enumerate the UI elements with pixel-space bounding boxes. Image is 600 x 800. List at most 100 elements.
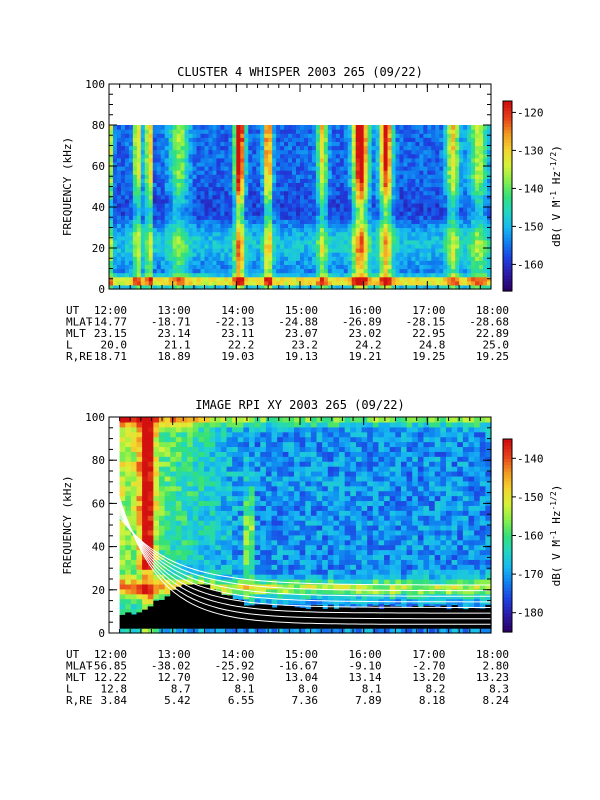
spectrogram-cell (181, 426, 188, 433)
spectrogram-cell (467, 260, 472, 265)
spectrogram-cell (130, 510, 138, 516)
spectrogram-cell (399, 174, 405, 179)
spectrogram-cell (148, 211, 154, 216)
spectrogram-cell (391, 231, 397, 237)
spectrogram-cell (128, 145, 134, 151)
spectrogram-cell (260, 215, 265, 220)
spectrogram-cell (148, 223, 154, 229)
spectrogram-cell (292, 145, 297, 151)
spectrogram-cell (164, 280, 170, 286)
spectrogram-cell (439, 182, 444, 188)
spectrogram-cell (228, 182, 233, 188)
spectrogram-cell (443, 231, 448, 237)
spectrogram-cell (395, 239, 401, 245)
spectrogram-cell (124, 141, 130, 147)
spectrogram-cell (415, 166, 420, 171)
spectrogram-cell (192, 574, 199, 580)
spectrogram-cell (148, 186, 154, 192)
spectrogram-cell (399, 145, 405, 151)
spectrogram-cell (447, 272, 452, 278)
spectrogram-cell (164, 574, 171, 580)
spectrogram-cell (415, 248, 420, 253)
spectrogram-cell (343, 239, 349, 245)
spectrogram-cell (159, 500, 166, 506)
spectrogram-cell (367, 284, 373, 290)
spectrogram-cell (152, 186, 158, 192)
spectrogram-cell (407, 284, 413, 290)
spectrogram-cell (124, 145, 130, 151)
spectrogram-cell (192, 174, 198, 179)
spectrogram-cell (164, 190, 170, 196)
spectrogram-cell (276, 211, 281, 216)
spectrogram-cell (459, 145, 464, 151)
spectrogram-cell (276, 276, 281, 282)
spectrogram-cell (248, 190, 253, 196)
spectrogram-cell (196, 202, 202, 208)
spectrogram-cell (125, 529, 132, 536)
spectrogram-cell (120, 239, 126, 245)
spectrogram-cell (200, 186, 206, 192)
spectrogram-cell (355, 174, 361, 179)
spectrogram-cell (208, 194, 214, 200)
spectrogram-cell (184, 145, 190, 151)
spectrogram-cell (327, 161, 333, 167)
spectrogram-cell (164, 182, 170, 188)
spectrogram-cell (307, 235, 313, 241)
spectrogram-cell (224, 248, 229, 253)
spectrogram-cell (192, 170, 198, 175)
spectrogram-cell (144, 280, 150, 286)
spectrogram-cell (256, 248, 261, 253)
spectrogram-cell (487, 243, 492, 249)
spectrogram-cell (132, 161, 138, 167)
spectrogram-cell (128, 166, 134, 171)
spectrogram-cell (307, 219, 313, 224)
spectrogram-cell (292, 153, 297, 159)
spectrogram-cell (276, 149, 281, 155)
spectrogram-cell (188, 161, 194, 167)
spectrogram-cell (276, 264, 281, 270)
spectrogram-cell (232, 194, 237, 200)
spectrogram-cell (407, 243, 413, 249)
spectrogram-cell (181, 549, 188, 556)
spectrogram-cell (159, 431, 166, 438)
spectrogram-cell (455, 157, 460, 163)
spectrogram-cell (487, 227, 492, 233)
spectrogram-cell (371, 157, 377, 163)
spectrogram-cell (415, 186, 420, 192)
spectrogram-cell (209, 461, 216, 467)
spectrogram-cell (160, 157, 166, 163)
spectrogram-cell (455, 252, 460, 257)
spectrogram-cell (236, 252, 241, 257)
spectrogram-cell (319, 182, 325, 188)
spectrogram-cell (125, 549, 132, 556)
spectrogram-cell (175, 510, 183, 516)
spectrogram-cell (315, 161, 321, 167)
spectrogram-cell (439, 170, 444, 175)
spectrogram-cell (159, 461, 166, 467)
spectrogram-cell (170, 520, 177, 526)
spectrogram-cell (439, 153, 444, 159)
spectrogram-cell (403, 231, 409, 237)
spectrogram-cell (226, 554, 233, 560)
spectrogram-cell (170, 451, 177, 457)
spectrogram-cell (483, 125, 488, 130)
spectrogram-cell (399, 198, 405, 204)
spectrogram-cell (184, 243, 190, 249)
spectrogram-cell (136, 202, 142, 208)
spectrogram-cell (479, 129, 484, 134)
spectrogram-cell (292, 280, 297, 286)
spectrogram-cell (209, 534, 216, 541)
spectrogram-cell (303, 129, 309, 134)
spectrogram-cell (415, 174, 420, 179)
spectrogram-cell (226, 471, 233, 477)
spectrogram-cell (447, 198, 452, 204)
spectrogram-cell (147, 461, 154, 467)
spectrogram-cell (215, 579, 222, 585)
spectrogram-cell (423, 239, 428, 245)
spectrogram-cell (475, 178, 480, 183)
spectrogram-cell (116, 264, 122, 270)
spectrogram-cell (351, 280, 357, 286)
spectrogram-cell (170, 461, 177, 467)
spectrogram-cell (467, 157, 472, 163)
